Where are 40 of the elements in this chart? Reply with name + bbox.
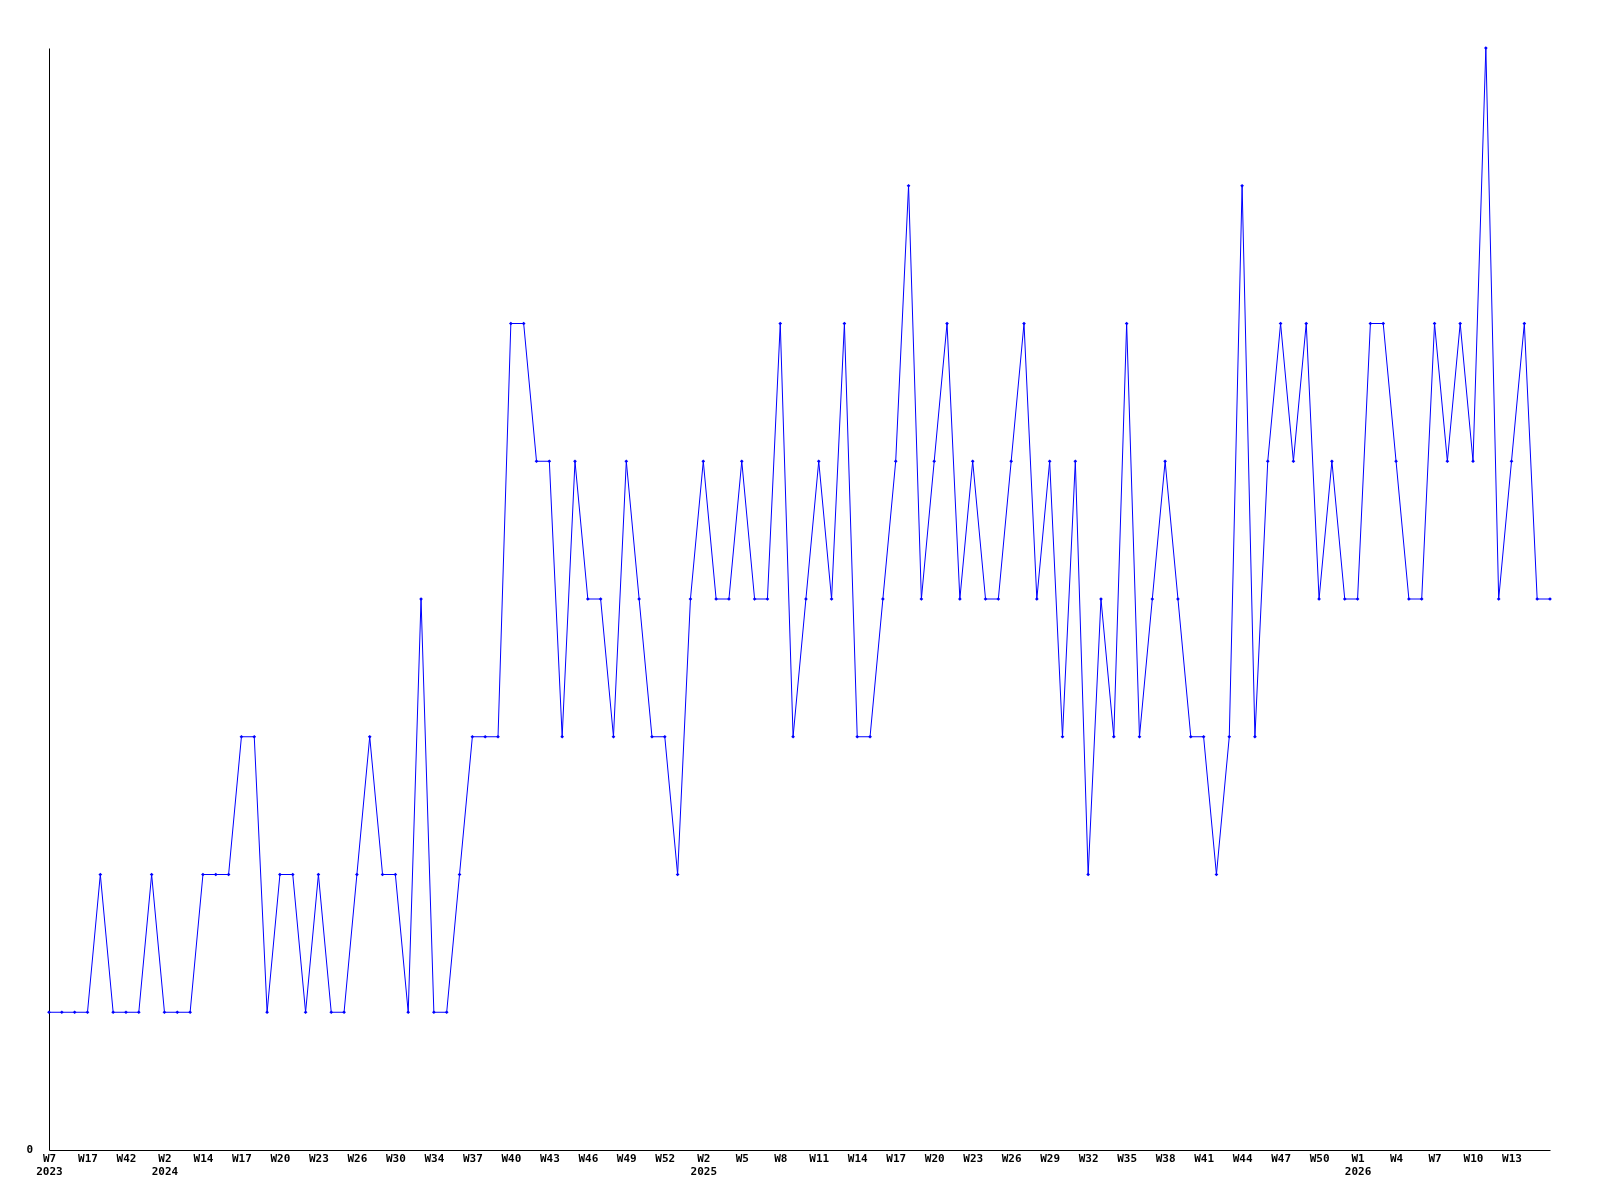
x-tick-label: W14 [193, 1151, 214, 1165]
x-tick-label: W10 [1463, 1151, 1484, 1165]
x-tick-label: W14 [847, 1151, 869, 1165]
x-tick-label: W42 [116, 1151, 137, 1165]
x-tick-label: W41 [1194, 1151, 1215, 1165]
x-tick-label: W46 [578, 1151, 599, 1165]
x-tick-label: W26 [347, 1151, 368, 1165]
x-tick-label: W4 [1389, 1151, 1404, 1165]
x-tick-label: W52 [655, 1151, 676, 1165]
x-tick-label: W20 [270, 1151, 291, 1165]
x-tick-label: W37 [462, 1151, 483, 1165]
x-tick-label: W5 [735, 1151, 749, 1165]
text: 0 [26, 1143, 33, 1156]
x-tick-label: W7 2023 [36, 1151, 63, 1178]
x-tick-label: W44 [1232, 1151, 1253, 1165]
x-tick-label: W17 [232, 1151, 252, 1165]
x-tick-label: W20 [924, 1151, 945, 1165]
x-tick-label: W50 [1309, 1151, 1330, 1165]
x-tick-label: W17 [886, 1151, 907, 1165]
x-tick-label: W1 2026 [1344, 1151, 1372, 1178]
x-tick-label: W38 [1155, 1151, 1176, 1165]
x-tick-label: W43 [539, 1151, 560, 1165]
x-tick-label: W11 [809, 1151, 830, 1165]
x-tick-label: W35 [1117, 1151, 1138, 1165]
x-tick-label: W2 2025 [690, 1151, 718, 1178]
x-tick-label: W23 [963, 1151, 984, 1165]
x-tick-label: W34 [424, 1151, 445, 1165]
x-tick-label: W8 [774, 1151, 788, 1165]
x-tick-label: W13 [1502, 1151, 1522, 1165]
x-tick-label: W17 [78, 1151, 98, 1165]
x-tick-label: W30 [385, 1151, 406, 1165]
x-tick-label: W29 [1040, 1151, 1061, 1165]
x-tick-label: W2 2024 [151, 1151, 179, 1178]
x-tick-label: W49 [616, 1151, 637, 1165]
x-tick-label: W26 [1001, 1151, 1022, 1165]
x-tick-label: W40 [501, 1151, 522, 1165]
x-tick-label: W32 [1078, 1151, 1099, 1165]
x-tick-label: W7 [1428, 1151, 1442, 1165]
x-tick-label: W47 [1271, 1151, 1292, 1165]
x-tick-label: W23 [308, 1151, 329, 1165]
